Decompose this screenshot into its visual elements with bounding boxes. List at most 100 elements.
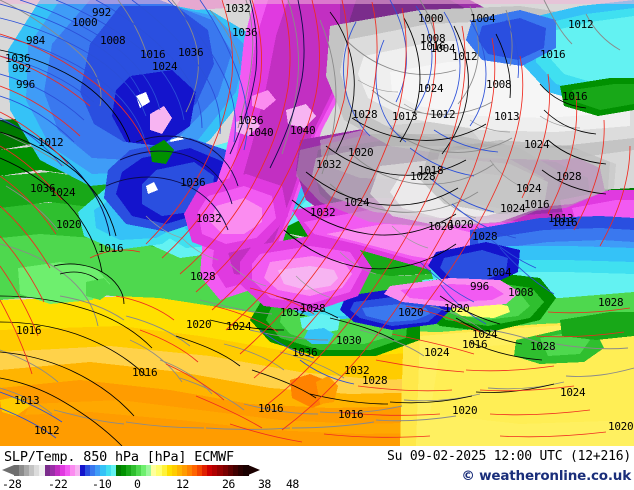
isobar-label: 1004 [486, 266, 512, 279]
colorbar-swatch [171, 465, 178, 476]
colorbar-swatch [136, 465, 142, 476]
colorbar-tick: 38 [258, 477, 271, 490]
colorbar-swatch [237, 465, 244, 476]
colorbar-swatch [161, 465, 168, 476]
colorbar-swatch [192, 465, 198, 476]
isobar-label: 1020 [452, 404, 477, 417]
colorbar-swatch [49, 465, 56, 476]
isobar-label: 1030 [336, 334, 361, 347]
isobar-label: 1020 [428, 220, 453, 233]
isobar-label: 1020 [348, 146, 373, 159]
colorbar-swatch [202, 465, 208, 476]
colorbar-swatch [212, 465, 219, 476]
colorbar-tick: -28 [2, 477, 22, 490]
isobar-label: 1016 [540, 48, 565, 61]
isobar-label: 1024 [344, 196, 370, 209]
isobar-label: 996 [16, 78, 35, 91]
colorbar-swatch [110, 465, 117, 476]
isobar-label: 992 [12, 62, 31, 75]
colorbar-swatch [227, 465, 234, 476]
colorbar-tick: 26 [222, 477, 235, 490]
colorbar-tick-labels: -28 -22 -10 0 12 26 38 48 [0, 477, 300, 490]
isobar-label: 1024 [418, 82, 444, 95]
colorbar-swatch [131, 465, 137, 476]
colorbar-swatch [64, 465, 71, 476]
colorbar-swatch [34, 465, 41, 476]
isobar-label: 1032 [280, 306, 305, 319]
colorbar-tick: 0 [134, 477, 141, 490]
isobar-label: 1018 [418, 164, 443, 177]
isobar-label: 1028 [190, 270, 215, 283]
isobar-label: 1024 [560, 386, 586, 399]
colorbar-swatch [59, 465, 66, 476]
isobar-layer [0, 0, 631, 446]
isobar-label: 1016 [338, 408, 363, 421]
colorbar-swatch [232, 465, 239, 476]
colorbar-swatch [95, 465, 102, 476]
isobar-label: 1036 [5, 52, 30, 65]
isobar-label: 1028 [410, 170, 435, 183]
isobar-label: 1013 [548, 212, 573, 225]
colorbar-swatch [217, 465, 224, 476]
isobar-label: 1024 [226, 320, 252, 333]
colorbar-swatch [29, 465, 35, 476]
isobar-label: 1020 [608, 420, 633, 433]
colorbar-swatch [222, 465, 229, 476]
colorbar-swatch [181, 465, 188, 476]
isobar-label: 1016 [98, 242, 123, 255]
temperature-colorbar [2, 465, 260, 476]
isobar-label: 1024 [152, 60, 178, 73]
isobar-label: 1036 [238, 114, 263, 127]
colorbar-swatch [54, 465, 61, 476]
isobar-label: 1013 [494, 110, 519, 123]
colorbar-left-arrow [2, 465, 14, 475]
isobar-label: 1036 [180, 176, 205, 189]
colorbar-swatch [115, 465, 122, 476]
colorbar-tick: -10 [92, 477, 112, 490]
isobar-label: 1012 [430, 108, 455, 121]
isobar-label: 1028 [472, 230, 497, 243]
isobar-label: 1016 [132, 366, 157, 379]
isobar-label: 1020 [444, 302, 469, 315]
isobar-label: 992 [92, 6, 111, 19]
isobar-label: 1012 [34, 424, 59, 437]
isobar-label: 1028 [362, 374, 387, 387]
colorbar-tick: 48 [286, 477, 299, 490]
isobar-label: 1016 [562, 90, 587, 103]
colorbar-right-arrow [248, 465, 260, 475]
colorbar-swatch [80, 465, 86, 476]
colorbar-swatch [69, 465, 76, 476]
colorbar-swatch [14, 465, 20, 476]
footer-credit: © weatheronline.co.uk [461, 468, 631, 484]
weather-map-canvas[interactable]: 992 1032 1000 1036 1000 1004 1012 984 1008 1016 10… [0, 0, 634, 446]
colorbar-swatch [120, 465, 127, 476]
colorbar-swatch [146, 465, 152, 476]
isobar-label: 1016 [552, 216, 577, 229]
isobar-label: 1024 [500, 202, 526, 215]
isobar-label: 1028 [530, 340, 555, 353]
colorbar-swatch [176, 465, 183, 476]
colorbar-swatch [100, 465, 107, 476]
isobar-label: 1000 [72, 16, 97, 29]
isobar-label: 1020 [186, 318, 211, 331]
isobar-label: 1013 [392, 110, 417, 123]
isobar-label: 1036 [232, 26, 257, 39]
colorbar-swatch [85, 465, 91, 476]
isobar-label: 1008 [508, 286, 533, 299]
colorbar-swatch [75, 465, 81, 476]
colorbar-swatch [19, 465, 25, 476]
colorbar-swatch [166, 465, 173, 476]
isobar-label: 1024 [524, 138, 550, 151]
colorbar-swatch [44, 465, 51, 476]
isobar-label: 1020 [56, 218, 81, 231]
colorbar-swatch [141, 465, 147, 476]
colorbar-swatch [207, 465, 213, 476]
colorbar-tick: -22 [48, 477, 68, 490]
isobar-label: 1036 [178, 46, 203, 59]
isobar-label: 1032 [196, 212, 221, 225]
isobar-label: 1032 [225, 2, 250, 15]
colorbar-swatch [125, 465, 132, 476]
